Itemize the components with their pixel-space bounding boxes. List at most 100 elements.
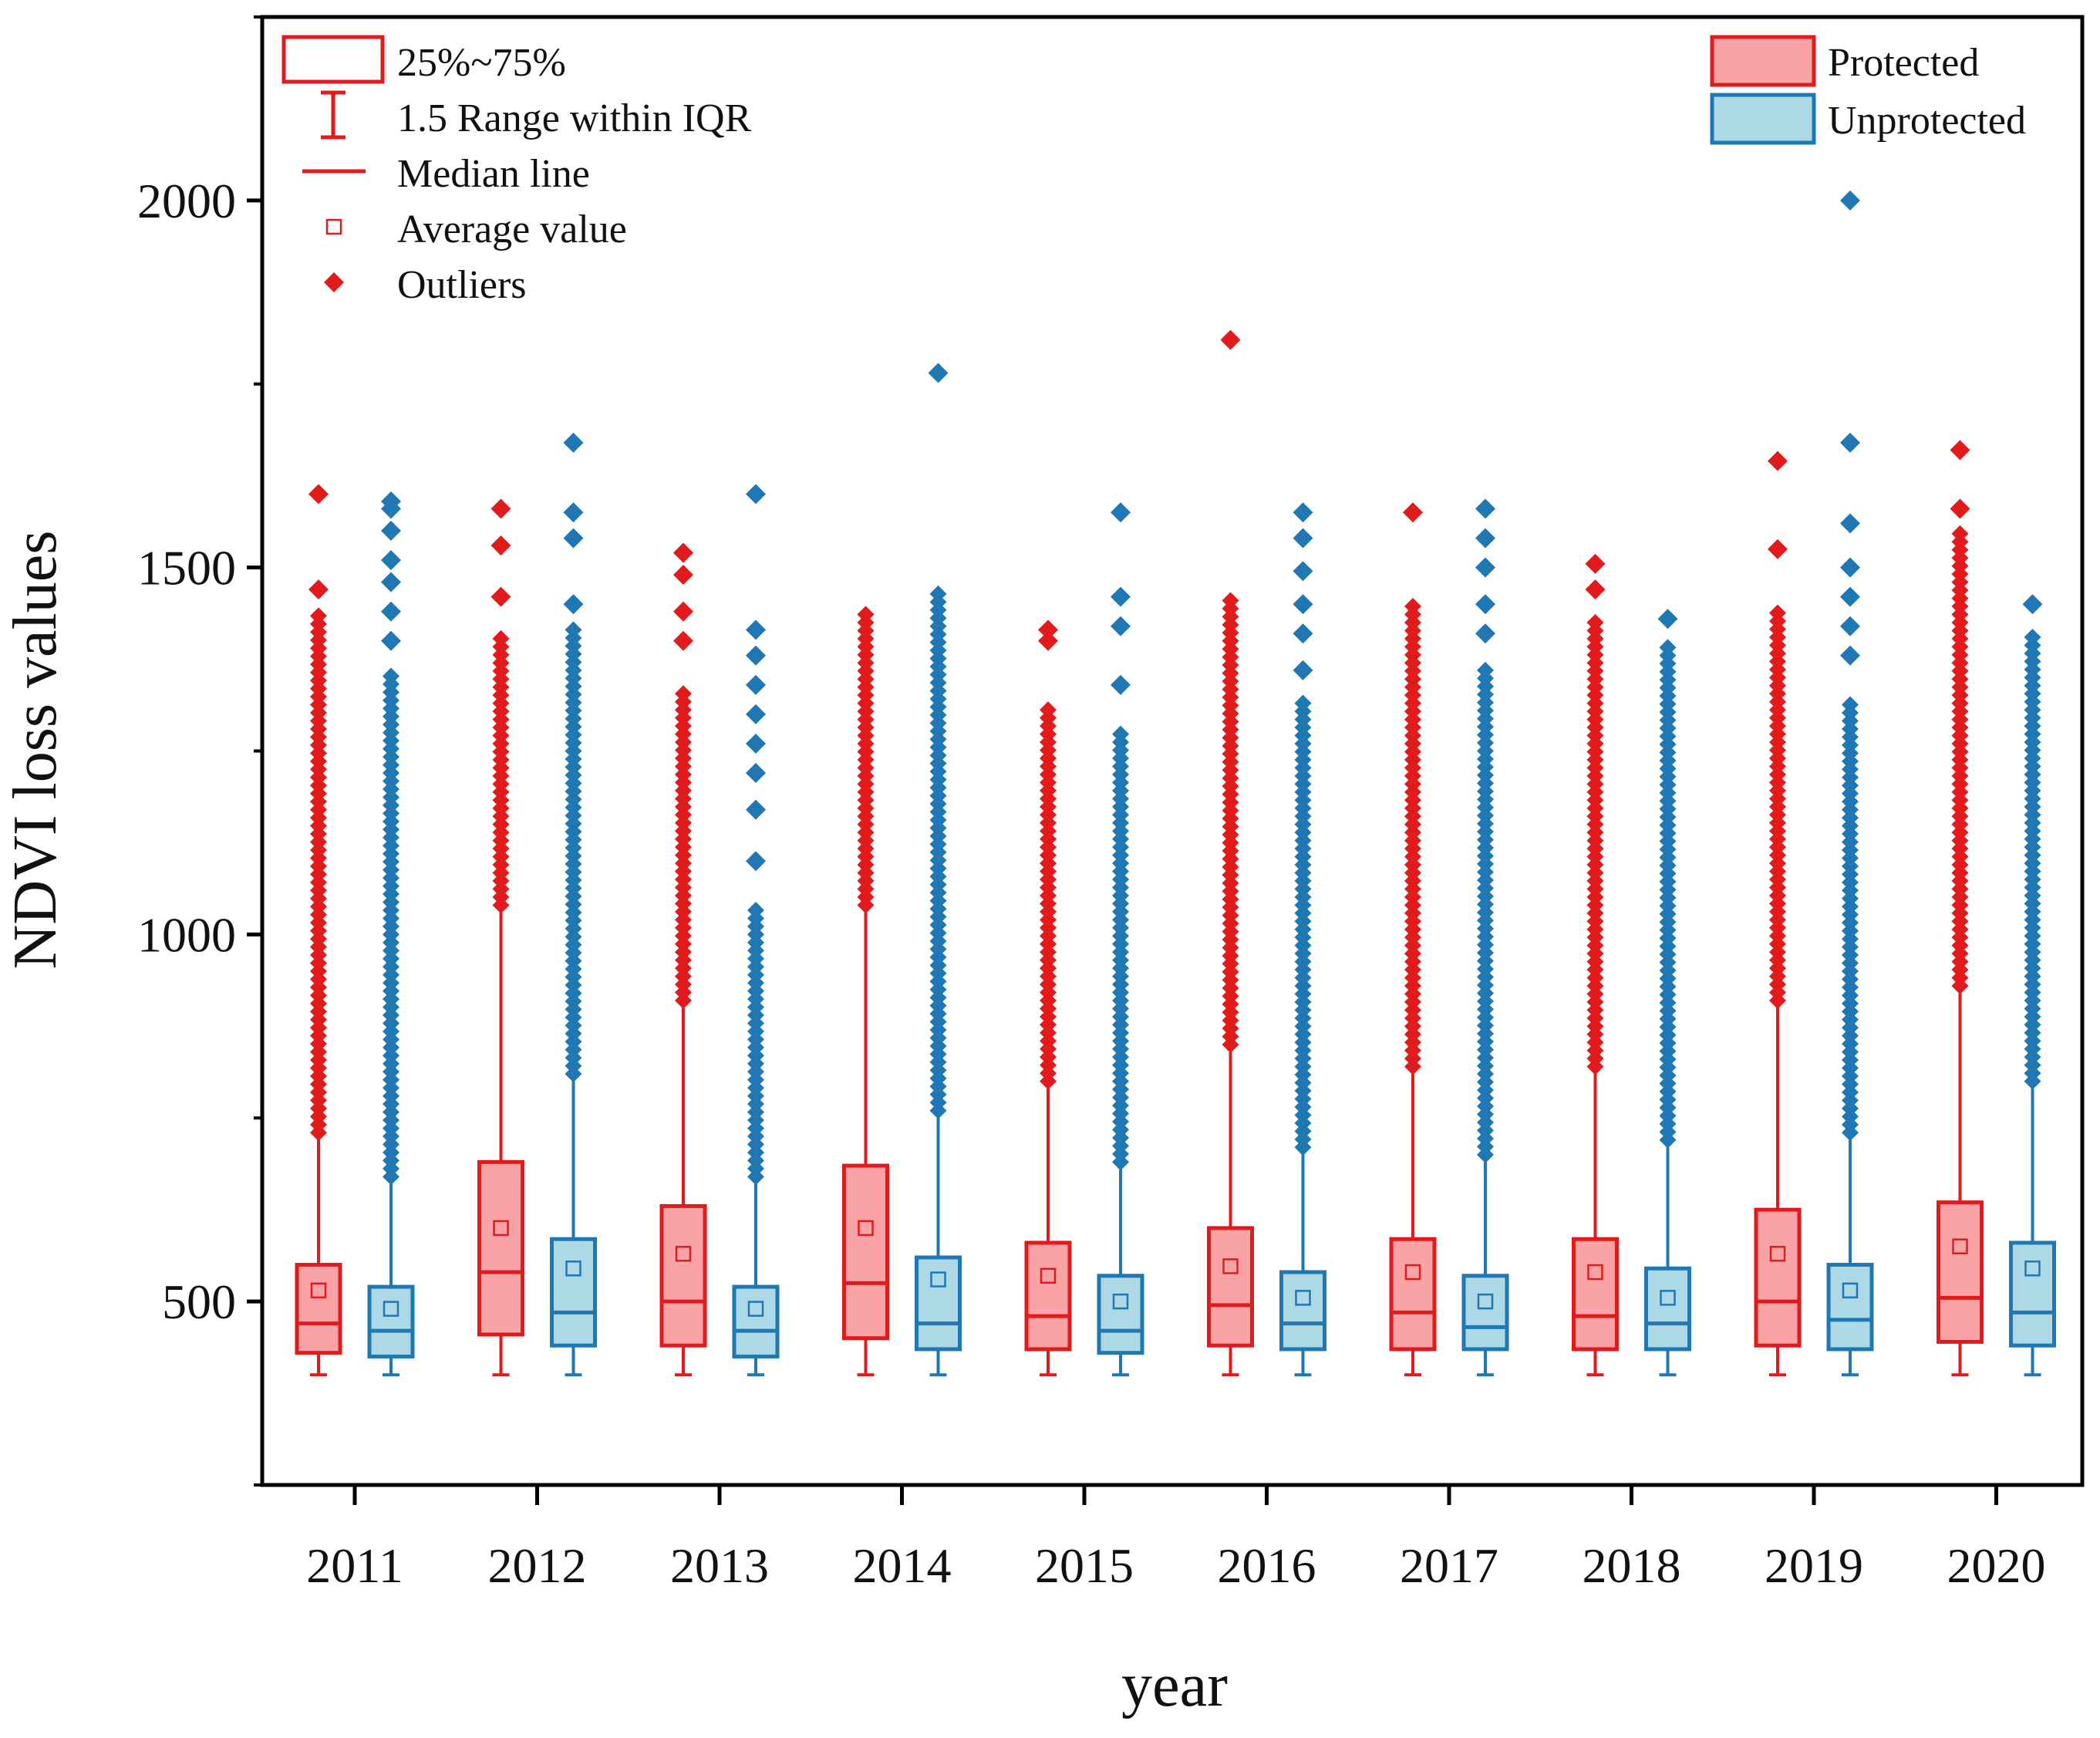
outlier-point [746, 799, 766, 820]
iqr-box [1644, 1266, 1691, 1352]
iqr-box [477, 1159, 524, 1337]
outlier-point [673, 630, 693, 651]
box-unprotected-2017 [1461, 498, 1509, 1377]
iqr-box [1207, 1226, 1254, 1348]
outlier-point [1293, 561, 1313, 582]
box-unprotected-2014 [915, 363, 962, 1377]
outlier-point [1293, 660, 1313, 680]
y-tick-label: 2000 [137, 174, 236, 228]
outlier-point [673, 565, 693, 586]
legend-symbols: 25%~75% 1.5 Range within IQR Median line Av… [281, 35, 752, 307]
box-protected-2019 [1754, 451, 1802, 1377]
box-series [295, 190, 2056, 1377]
mean-marker [1769, 1246, 1786, 1262]
outlier-point [1840, 557, 1860, 578]
outlier-point [1293, 528, 1313, 548]
outlier-point [1404, 598, 1421, 616]
outlier-point [857, 606, 875, 623]
outlier-point [490, 535, 511, 556]
box-protected-2017 [1389, 502, 1437, 1377]
outlier-point [673, 542, 693, 563]
mean-marker [1040, 1267, 1057, 1284]
outlier-point [929, 585, 947, 602]
mean-marker [747, 1301, 764, 1317]
outlier-point [673, 601, 693, 622]
iqr-box [659, 1203, 707, 1348]
mean-marker [1660, 1290, 1676, 1306]
mean-marker [1404, 1264, 1421, 1281]
mean-marker [1477, 1293, 1494, 1310]
outlier-point [563, 594, 584, 615]
outlier-point [1659, 639, 1677, 656]
outlier-point [2024, 629, 2041, 646]
box-unprotected-2018 [1644, 609, 1691, 1377]
outlier-point [563, 502, 584, 523]
outlier-point [1657, 609, 1678, 629]
legend-item-outlier: Outliers [324, 263, 527, 307]
outlier-point [1040, 701, 1057, 719]
outlier-point [308, 484, 329, 505]
iqr-box [1754, 1207, 1802, 1348]
outlier-point [492, 629, 510, 647]
legend-outlier-symbol [324, 272, 344, 292]
mean-marker [1222, 1258, 1239, 1274]
box-unprotected-2013 [732, 484, 780, 1377]
outlier-point [1111, 674, 1131, 695]
outlier-point [490, 498, 511, 519]
outlier-point [1768, 538, 1788, 559]
outlier-point [1840, 586, 1860, 607]
iqr-box [1572, 1237, 1619, 1352]
outlier-point [1768, 451, 1788, 471]
outlier-point [746, 733, 766, 754]
outlier-point [1475, 594, 1495, 615]
box-protected-2016 [1207, 329, 1254, 1377]
x-tick-label: 2014 [853, 1538, 952, 1593]
outlier-point [675, 685, 692, 703]
outlier-point [1950, 498, 1970, 519]
box-unprotected-2016 [1279, 502, 1326, 1377]
x-tick-label: 2015 [1035, 1538, 1134, 1593]
outlier-point [381, 601, 401, 622]
outlier-point [928, 363, 949, 383]
outlier-point [1840, 190, 1860, 211]
legend-item-whisker: 1.5 Range within IQR [321, 90, 752, 140]
outlier-point [490, 586, 511, 607]
outlier-point [1475, 498, 1495, 519]
legend-series-label: Protected [1828, 41, 1979, 85]
outlier-point [1769, 604, 1786, 622]
box-unprotected-2012 [550, 432, 597, 1377]
legend-series-unprotected: Unprotected [1710, 93, 2026, 145]
legend-item-box: 25%~75% [281, 35, 566, 85]
outlier-point [1294, 694, 1312, 712]
outlier-point [746, 619, 766, 640]
outlier-point [565, 621, 582, 639]
outlier-point [1585, 553, 1606, 574]
outlier-point [747, 901, 764, 919]
mean-marker [1295, 1290, 1311, 1306]
iqr-box [1024, 1240, 1072, 1352]
outlier-point [1220, 329, 1241, 350]
x-tick-label: 2016 [1218, 1538, 1316, 1593]
outlier-point [746, 763, 766, 784]
iqr-box [1097, 1274, 1144, 1355]
iqr-box [1279, 1270, 1326, 1352]
legend-box-symbol [281, 35, 385, 84]
mean-marker [565, 1260, 581, 1277]
box-protected-2020 [1937, 440, 1984, 1377]
y-axis-label: NDVI loss values [2, 531, 69, 970]
outlier-point [1585, 579, 1606, 600]
outlier-point [1842, 696, 1859, 714]
legend-series-swatch [1710, 35, 1816, 87]
iqr-box [1461, 1274, 1509, 1352]
box-unprotected-2020 [2009, 594, 2056, 1377]
legend-mean-symbol [325, 218, 342, 235]
legend-label: 1.5 Range within IQR [397, 96, 752, 140]
iqr-box [732, 1284, 780, 1358]
legend-series-protected: Protected [1710, 35, 1979, 87]
outlier-point [1293, 623, 1313, 644]
x-axis-label: year [1121, 1652, 1228, 1719]
outlier-point [381, 491, 401, 511]
legend-label: Average value [397, 208, 627, 251]
x-tick-label: 2019 [1765, 1538, 1863, 1593]
